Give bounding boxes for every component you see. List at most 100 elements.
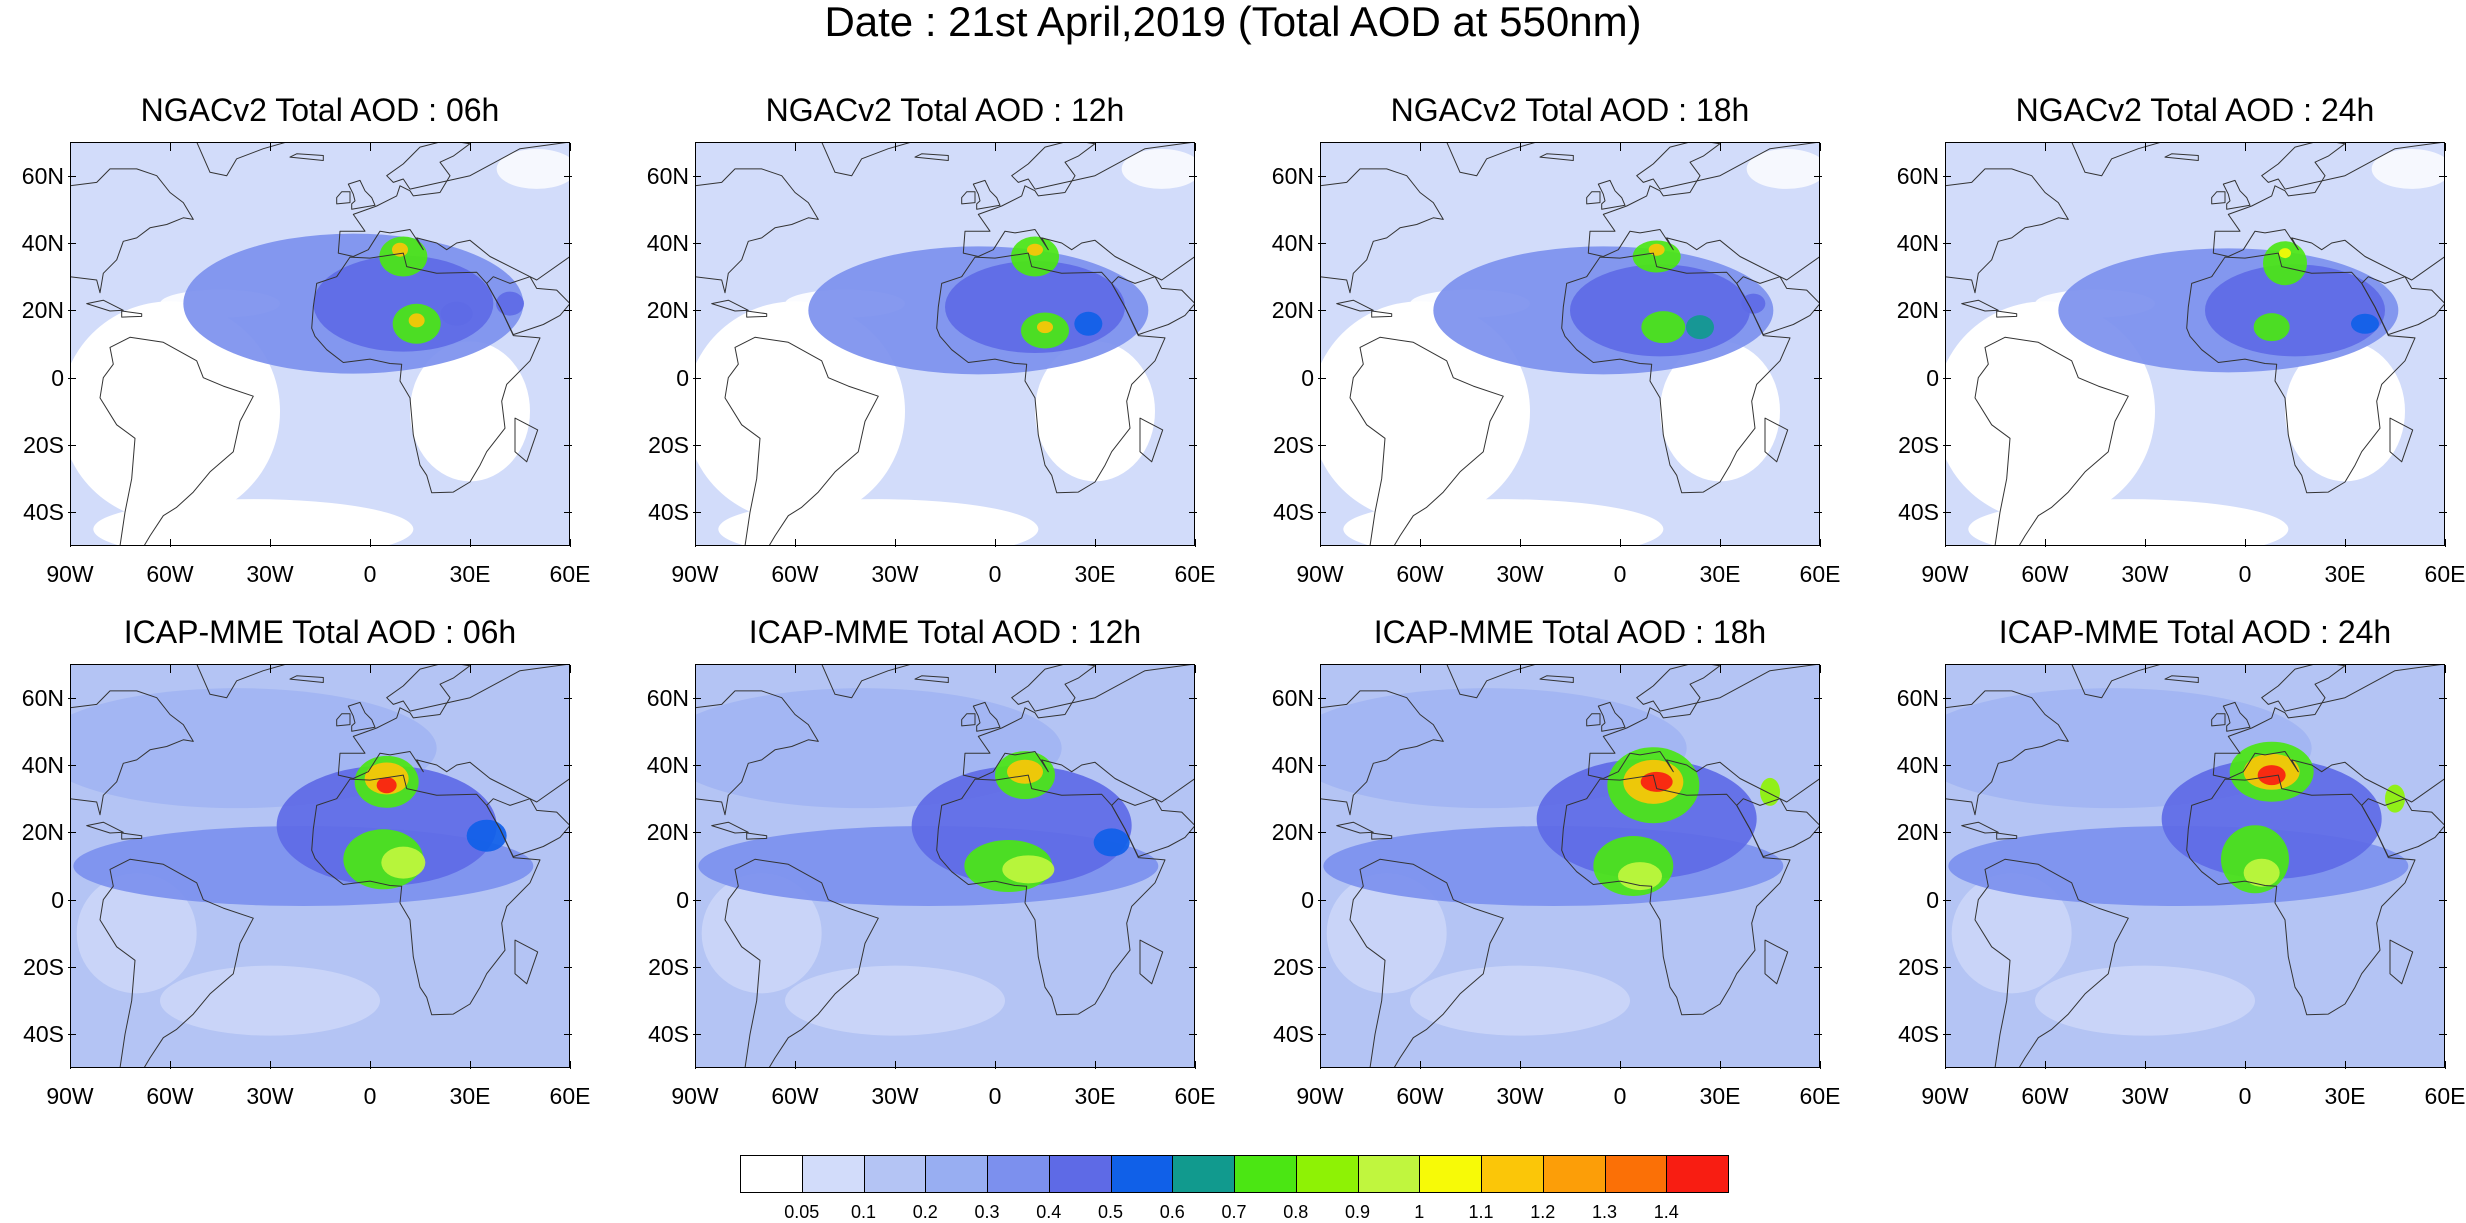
- coastline: [1321, 690, 1444, 816]
- longitude-tick: [570, 143, 571, 151]
- latitude-label: 20S: [1273, 954, 1314, 980]
- aerosol-plume: [2263, 241, 2307, 286]
- longitude-label: 60E: [1174, 1083, 1216, 1109]
- coastline: [1446, 143, 1536, 177]
- longitude-label: 30W: [1496, 1083, 1544, 1109]
- clean-air-region: [2035, 965, 2255, 1036]
- latitude-tick: [2439, 1034, 2447, 1036]
- panel-title: NGACv2 Total AOD : 18h: [1390, 92, 1750, 128]
- longitude-tick: [895, 143, 896, 151]
- clean-air-region: [1968, 499, 2289, 545]
- latitude-label: 40S: [1273, 499, 1314, 526]
- longitude-label: 0: [363, 1083, 377, 1109]
- coastline: [972, 701, 1001, 732]
- latitude-label: 20S: [1898, 954, 1939, 980]
- colorbar-label: 0.05: [784, 1202, 820, 1222]
- panel-title: ICAP-MME Total AOD : 12h: [748, 614, 1142, 650]
- main-title: Date : 21st April,2019 (Total AOD at 550…: [824, 0, 1642, 45]
- latitude-label: 20N: [1271, 819, 1314, 846]
- colorbar-swatch: [1110, 1155, 1174, 1193]
- latitude-tick: [693, 512, 701, 514]
- coastline: [746, 832, 768, 840]
- coastline: [962, 665, 1194, 803]
- longitude-tick: [795, 539, 796, 547]
- latitude-label: 60N: [1896, 684, 1939, 711]
- latitude-tick: [2439, 310, 2447, 312]
- panel-title: NGACv2 Total AOD : 24h: [2015, 92, 2375, 128]
- colorbar-label: 0.8: [1283, 1202, 1309, 1222]
- coastline: [1371, 310, 1393, 318]
- latitude-tick: [693, 243, 701, 244]
- latitude-tick: [693, 899, 701, 901]
- latitude-tick: [2439, 967, 2447, 968]
- longitude-tick: [795, 665, 796, 673]
- colorbar-swatch: [801, 1155, 865, 1193]
- latitude-tick: [564, 832, 572, 834]
- latitude-tick: [1189, 445, 1197, 446]
- latitude-tick: [1189, 899, 1197, 901]
- colorbar-label: 1.3: [1591, 1202, 1618, 1222]
- coastline: [486, 798, 569, 858]
- longitude-tick: [1620, 143, 1621, 151]
- colorbar-label: 1: [1414, 1202, 1425, 1222]
- longitude-tick: [2245, 539, 2246, 547]
- longitude-tick: [170, 539, 171, 547]
- latitude-label: 20N: [646, 819, 689, 846]
- latitude-label: 0: [1301, 364, 1314, 391]
- longitude-tick: [2245, 665, 2246, 673]
- colorbar-label: 0.6: [1159, 1202, 1185, 1222]
- latitude-tick: [1814, 899, 1822, 901]
- coastline: [2212, 143, 2444, 281]
- latitude-label: 40N: [1271, 230, 1314, 256]
- colorbar-label: 0.7: [1221, 1202, 1247, 1222]
- longitude-tick: [370, 143, 371, 151]
- coastline: [821, 665, 911, 699]
- clean-air-region: [1035, 341, 1155, 482]
- latitude-tick: [1814, 697, 1822, 699]
- latitude-tick: [693, 832, 701, 834]
- latitude-tick: [1189, 377, 1197, 379]
- longitude-tick: [1720, 143, 1721, 151]
- latitude-label: 40S: [23, 1021, 64, 1048]
- longitude-tick: [1095, 539, 1096, 547]
- colorbar-swatch: [925, 1155, 988, 1193]
- latitude-tick: [1189, 1034, 1197, 1036]
- coastline: [696, 168, 819, 294]
- latitude-tick: [68, 899, 76, 901]
- latitude-label: 0: [51, 364, 64, 391]
- coastline: [1586, 191, 1601, 205]
- latitude-label: 20S: [23, 432, 64, 458]
- aod-map: [1945, 142, 2445, 546]
- longitude-tick: [1720, 665, 1721, 673]
- latitude-label: 20N: [21, 297, 64, 324]
- latitude-tick: [1943, 243, 1951, 244]
- longitude-tick: [1820, 1061, 1821, 1069]
- colorbar-label: 1.4: [1653, 1202, 1679, 1222]
- latitude-tick: [1814, 512, 1822, 514]
- longitude-tick: [70, 665, 71, 673]
- coastline: [121, 832, 143, 840]
- latitude-tick: [1814, 967, 1822, 968]
- latitude-tick: [564, 697, 572, 699]
- latitude-tick: [1943, 697, 1951, 699]
- coastline: [2212, 665, 2444, 803]
- latitude-tick: [68, 967, 76, 968]
- coastline: [2211, 191, 2226, 205]
- aerosol-plume: [1641, 311, 1686, 344]
- aerosol-plume: [1037, 321, 1053, 334]
- coastline: [696, 690, 819, 816]
- latitude-tick: [68, 243, 76, 244]
- aod-map: [1320, 142, 1820, 546]
- longitude-tick: [1420, 539, 1421, 547]
- latitude-tick: [1943, 445, 1951, 446]
- colorbar-label: 0.2: [912, 1202, 938, 1222]
- latitude-tick: [564, 175, 572, 177]
- longitude-label: 60W: [146, 1083, 194, 1109]
- longitude-label: 30E: [2324, 1083, 2366, 1109]
- latitude-tick: [693, 175, 701, 177]
- longitude-tick: [1195, 539, 1196, 547]
- coastline: [1736, 276, 1819, 336]
- colorbar-swatch: [1357, 1155, 1421, 1193]
- coastline: [1561, 774, 1791, 1016]
- longitude-tick: [2045, 539, 2046, 547]
